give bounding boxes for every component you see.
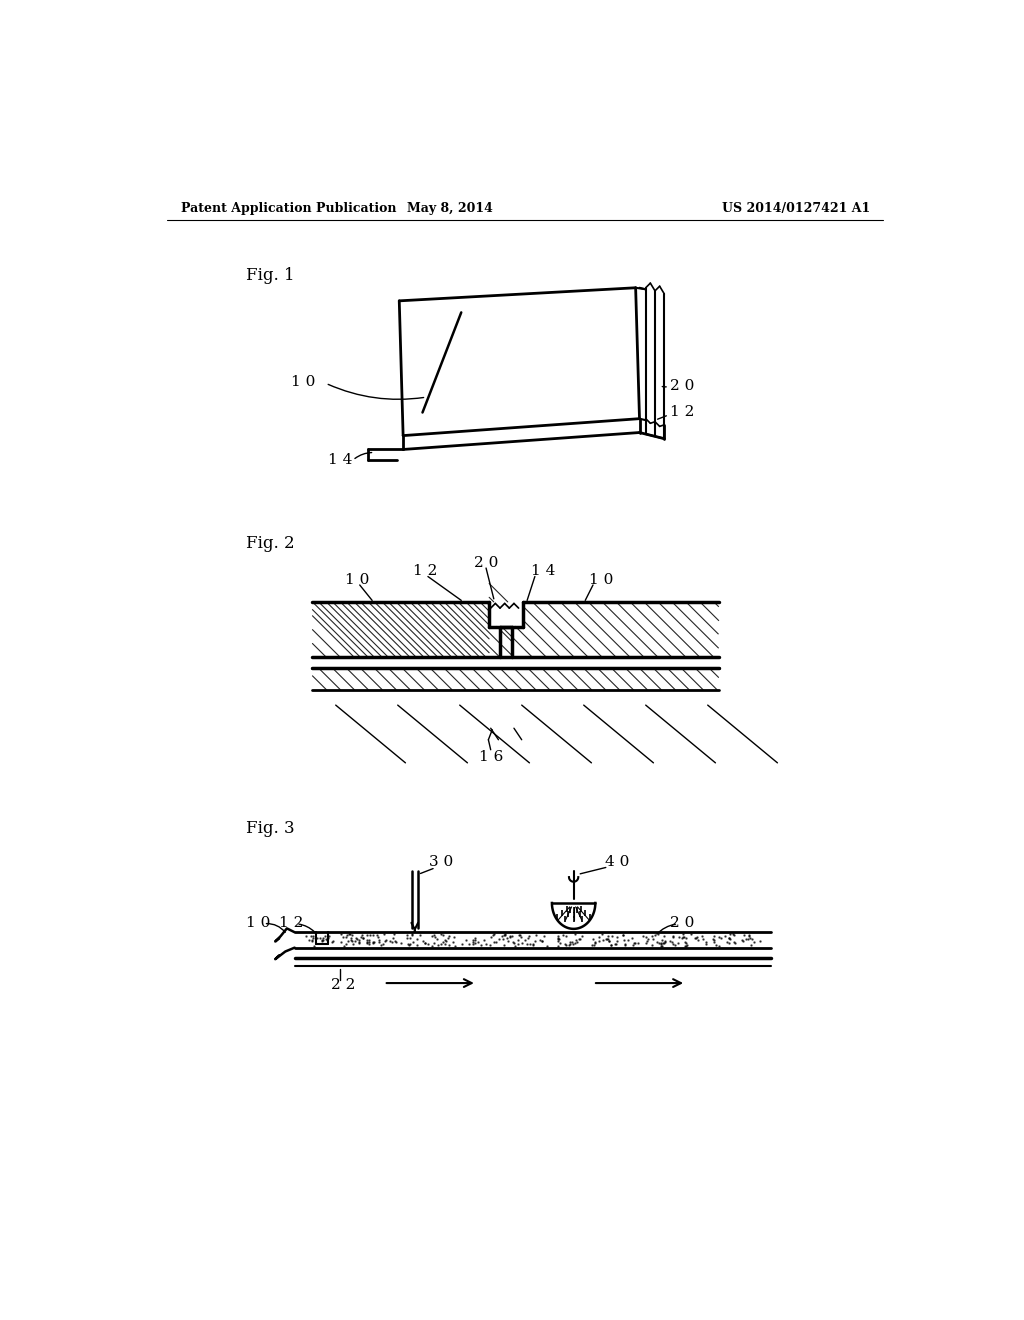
- Text: 2 0: 2 0: [474, 556, 498, 570]
- Text: US 2014/0127421 A1: US 2014/0127421 A1: [722, 202, 870, 215]
- Text: 1 2: 1 2: [280, 916, 303, 931]
- Text: 1 6: 1 6: [478, 751, 503, 764]
- Text: 2 0: 2 0: [671, 916, 695, 931]
- Text: Fig. 2: Fig. 2: [246, 535, 295, 552]
- Text: 1 4: 1 4: [328, 453, 352, 467]
- Text: 2 0: 2 0: [671, 379, 695, 393]
- Text: Fig. 3: Fig. 3: [246, 820, 295, 837]
- Text: Fig. 1: Fig. 1: [246, 267, 295, 284]
- Text: May 8, 2014: May 8, 2014: [407, 202, 493, 215]
- Text: 3 0: 3 0: [429, 855, 453, 869]
- Text: 4 0: 4 0: [604, 855, 629, 869]
- Text: 1 0: 1 0: [246, 916, 270, 931]
- Text: 1 2: 1 2: [414, 564, 437, 578]
- Text: 1 2: 1 2: [671, 405, 695, 420]
- Text: 1 0: 1 0: [589, 573, 613, 586]
- Text: Patent Application Publication: Patent Application Publication: [180, 202, 396, 215]
- Text: 1 0: 1 0: [345, 573, 370, 586]
- Text: 2 2: 2 2: [331, 978, 355, 991]
- Text: 1 0: 1 0: [291, 375, 315, 388]
- Text: 1 4: 1 4: [531, 564, 555, 578]
